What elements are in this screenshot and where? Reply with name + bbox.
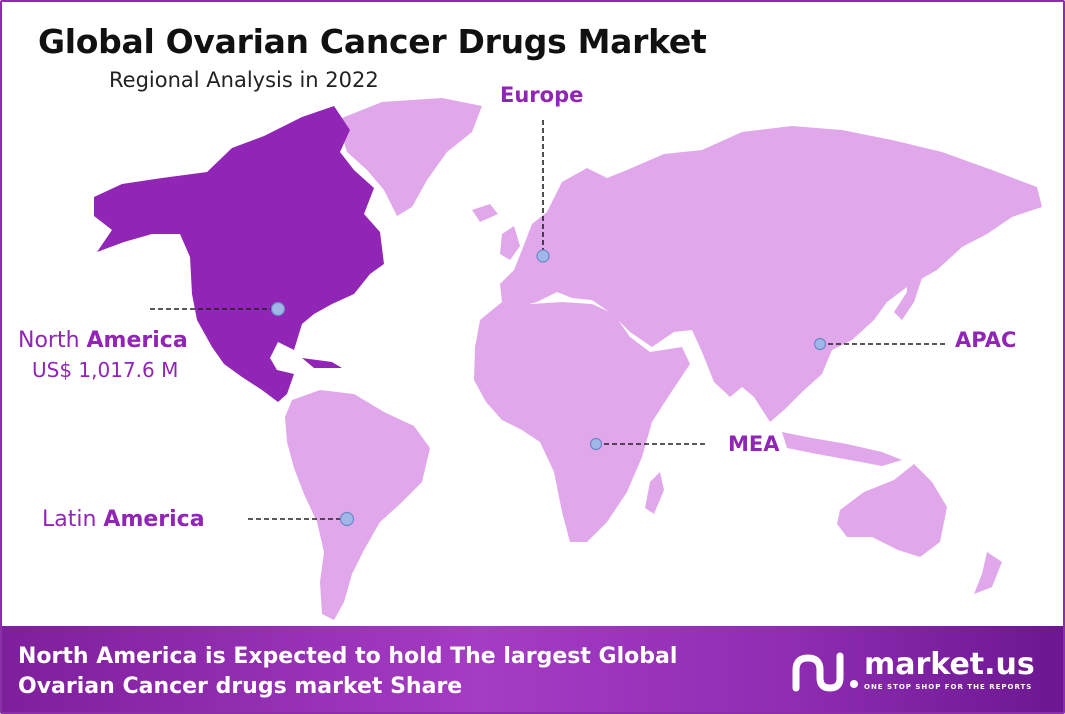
caribbean-shape (302, 358, 342, 368)
footer-banner (2, 626, 1063, 712)
world-map (94, 98, 1042, 620)
north-america-shape (94, 106, 384, 402)
europe-marker (536, 249, 550, 263)
indonesia-shape (782, 432, 902, 466)
latin-america-label: Latin America (42, 507, 205, 532)
south-america-shape (285, 390, 430, 620)
banner-line-2: Ovarian Cancer drugs market Share (18, 674, 463, 699)
north-america-label: North America (18, 328, 188, 353)
brand-tagline: ONE STOP SHOP FOR THE REPORTS (864, 683, 1033, 691)
greenland-shape (337, 98, 482, 216)
iceland-shape (472, 204, 498, 222)
australia-shape (837, 464, 947, 557)
north-america-value: US$ 1,017.6 M (32, 358, 179, 382)
north-america-label-bold: America (86, 328, 188, 353)
brand-name: market.us (864, 647, 1035, 682)
europe-label: Europe (500, 83, 584, 107)
north-america-marker (270, 301, 286, 317)
latin-america-label-bold: America (103, 507, 205, 532)
madagascar-shape (645, 472, 664, 514)
brand-logo-icon (792, 652, 858, 692)
eurasia-shape (500, 126, 1042, 422)
banner-line-1: North America is Expected to hold The la… (18, 644, 678, 669)
africa-shape (474, 302, 690, 542)
page-subtitle: Regional Analysis in 2022 (109, 68, 379, 92)
apac-label: APAC (955, 328, 1017, 352)
latin-america-marker (339, 511, 355, 527)
mea-label: MEA (728, 432, 780, 456)
banner-text: North America is Expected to hold The la… (18, 642, 778, 702)
new-zealand-shape (974, 552, 1002, 594)
page-title: Global Ovarian Cancer Drugs Market (38, 22, 707, 61)
uk-shape (500, 226, 520, 260)
latin-america-label-light: Latin (42, 507, 104, 532)
north-america-label-light: North (18, 328, 87, 353)
mea-marker (589, 437, 603, 451)
apac-marker (813, 337, 827, 351)
japan-shape (894, 252, 924, 320)
